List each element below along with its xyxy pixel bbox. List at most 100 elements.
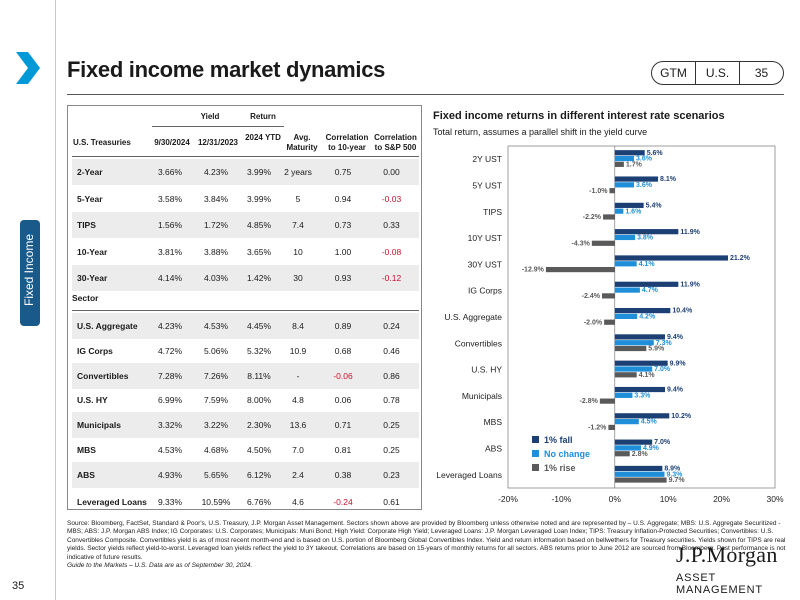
data-label: 2.8% [632, 451, 649, 458]
data-label: 3.8% [637, 235, 654, 242]
page-number: 35 [12, 580, 25, 592]
x-tick-label: 0% [609, 494, 622, 504]
table-cell: 0.81 [334, 445, 352, 455]
category-label: Convertibles [455, 338, 502, 348]
bar [614, 340, 654, 346]
table-cell: 10 [293, 246, 303, 257]
table-row: 5-Year 3.58% 3.84% 3.99% 5 0.94 -0.03 [72, 186, 419, 212]
category-label: TIPS [483, 207, 502, 217]
data-label: 5.4% [646, 202, 663, 209]
col-header-maturity: Avg. Maturity [286, 133, 318, 152]
table-cell: 2.4 [292, 469, 304, 480]
table-cell: -0.03 [381, 193, 402, 204]
legend-label: No change [544, 449, 590, 459]
legend-swatch [532, 464, 539, 471]
data-label: 9.7% [669, 477, 686, 484]
data-label: 1.7% [626, 161, 643, 168]
page-title: Fixed income market dynamics [67, 57, 386, 82]
data-label: 5.9% [648, 346, 665, 353]
table-cell: 0.38 [334, 469, 352, 480]
row-label: ABS [77, 469, 95, 480]
header-rule [67, 94, 784, 95]
data-label: -4.3% [572, 240, 591, 247]
row-label: TIPS [77, 220, 96, 230]
legend-label: 1% fall [544, 435, 573, 445]
x-tick-label: 20% [713, 494, 730, 504]
data-label: 7.3% [656, 340, 673, 347]
table-cell: 10.9 [289, 345, 307, 356]
table-cell: 4.53% [157, 445, 183, 455]
table-cell: 5.32% [246, 345, 272, 356]
category-label: 5Y UST [472, 180, 502, 190]
bar [614, 155, 635, 162]
bar [614, 372, 637, 378]
data-label: -12.9% [522, 267, 545, 274]
header-rule [72, 156, 419, 157]
bar [614, 182, 635, 188]
bar [545, 266, 615, 273]
category-label: 10Y UST [468, 233, 502, 243]
table-cell: 1.56% [157, 220, 183, 230]
bar [614, 176, 659, 182]
x-tick-label: 10% [660, 494, 677, 504]
section-tab[interactable] [20, 220, 40, 326]
table-row: U.S. Aggregate 4.23% 4.53% 4.45% 8.4 0.89 0.24 [72, 313, 419, 339]
data-label: 9.9% [670, 360, 687, 367]
gtm-badge: GTM U.S. 35 [651, 61, 784, 85]
bar [603, 214, 615, 220]
table-cell: 10.59% [201, 497, 231, 508]
x-tick-label: 30% [766, 494, 783, 504]
yield-group-underline [152, 126, 262, 127]
data-label: 7.0% [654, 439, 671, 446]
table-cell: 9.33% [157, 497, 183, 508]
data-label: -2.2% [583, 214, 602, 221]
table-cell: 1.72% [203, 220, 229, 230]
bar [614, 465, 663, 472]
row-label: Municipals [77, 420, 121, 431]
data-label: 3.3% [634, 392, 651, 399]
table-cell: 8.00% [246, 395, 272, 406]
table-cell: 0.25 [383, 445, 400, 455]
data-label: 9.3% [666, 471, 683, 478]
bar [601, 293, 615, 299]
yield-group-header: Yield [200, 112, 220, 121]
col-header-corr-10y: Correlation to 10-year [325, 133, 369, 152]
table-cell: 0.73 [334, 220, 352, 230]
return-group-underline [248, 126, 284, 127]
table-cell: 2.30% [246, 420, 272, 431]
data-label: 3.6% [636, 156, 653, 163]
table-cell: 0.75 [334, 167, 352, 177]
bar [614, 392, 633, 398]
table-cell: 0.06 [334, 395, 352, 406]
data-label: 4.2% [639, 314, 656, 321]
bar [614, 386, 665, 393]
badge-page: 35 [739, 61, 783, 85]
category-label: Leveraged Loans [436, 470, 502, 480]
footnote-guide: Guide to the Markets – U.S. Data are as … [67, 562, 253, 570]
bar [614, 261, 637, 267]
bar [614, 150, 645, 156]
bar [614, 308, 671, 314]
bar [614, 451, 630, 457]
data-label: 7.0% [654, 366, 671, 373]
table-cell: 0.68 [334, 345, 352, 356]
footnote: Source: Bloomberg, FactSet, Standard & P… [67, 520, 787, 570]
table-cell: 4.50% [246, 445, 272, 455]
data-label: 4.5% [641, 419, 658, 426]
table-cell: - [296, 370, 300, 381]
table-cell: 3.58% [157, 193, 183, 204]
row-label: MBS [77, 445, 96, 455]
bar [614, 360, 668, 366]
fixed-income-table: Yield Return U.S. Treasuries 9/30/2024 1… [67, 105, 422, 510]
legend-label: 1% rise [544, 463, 576, 473]
table-cell: 4.23% [203, 167, 229, 177]
bar [614, 345, 647, 352]
data-label: -1.0% [589, 188, 608, 195]
table-cell: 3.88% [203, 246, 229, 257]
table-cell: 7.26% [203, 370, 229, 381]
table-row: Municipals 3.32% 3.22% 2.30% 13.6 0.71 0.25 [72, 412, 419, 439]
table-cell: 4.85% [246, 220, 272, 230]
category-label: IG Corps [468, 286, 502, 296]
table-cell: 8.4 [292, 321, 304, 331]
